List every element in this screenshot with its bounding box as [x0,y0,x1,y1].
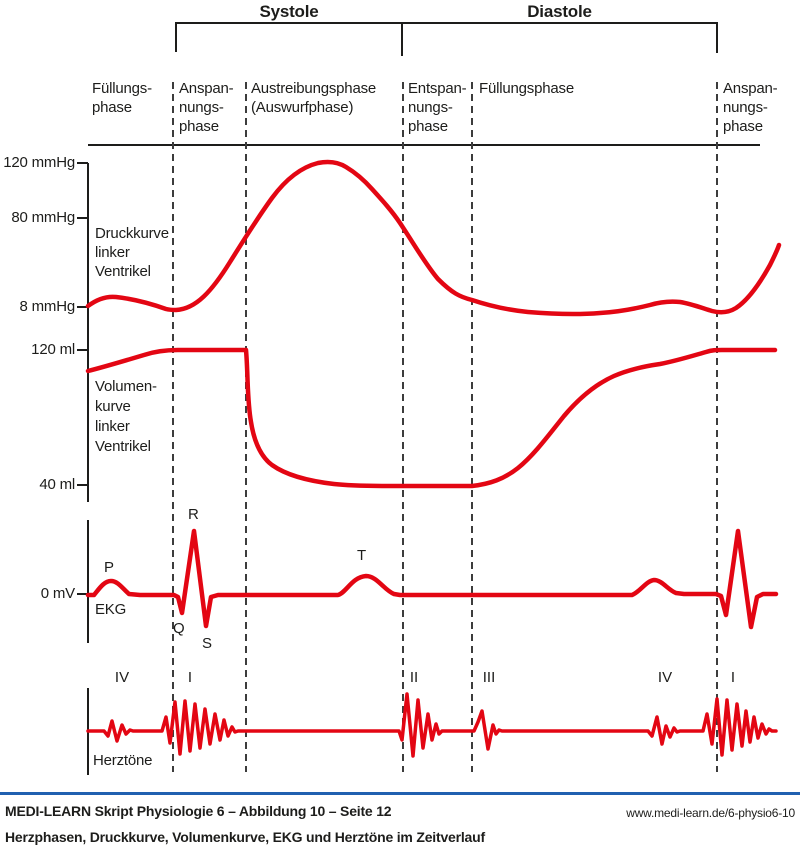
ekg-q-wave-label: Q [173,620,185,637]
heart-sound-iv-label-2: IV [657,669,673,686]
pressure-tick-120mmhg: 120 mmHg [3,154,75,171]
ekg-r-wave-label: R [188,506,199,523]
footer-caption-text: Herzphasen, Druckkurve, Volumenkurve, EK… [5,829,485,845]
ekg-tick-0mv: 0 mV [40,585,75,602]
footer-divider-line [0,792,800,795]
ekg-curve [85,528,779,630]
phase-boundary-dashed-lines [172,82,718,772]
systole-diastole-bracket [175,22,718,56]
ekg-curve-label: EKG [95,601,127,618]
phase-label-fuellungsphase-2: Füllungsphase [479,80,574,97]
pressure-curve [85,159,782,317]
phase-label-austreibungsphase: Austreibungsphase (Auswurfphase) [251,80,377,116]
phase-label-anspannungsphase-2: Anspan- nungs- phase [723,80,778,135]
footer-source-text: MEDI-LEARN Skript Physiologie 6 – Abbild… [5,803,392,819]
volume-tick-120ml: 120 ml [31,341,75,358]
pressure-curve-label: Druckkurve linker Ventrikel [95,225,169,280]
ekg-p-wave-label: P [104,559,115,576]
heart-sound-ii-label: II [409,669,419,686]
heart-sound-i-label-1: I [187,669,193,686]
heart-sounds-curve [86,692,778,758]
volume-curve-label: Volumen- kurve linker Ventrikel [95,378,157,455]
ekg-s-wave-label: S [202,635,213,652]
volume-tick-40ml: 40 ml [39,476,75,493]
heart-sounds-curve-label: Herztöne [93,752,153,769]
pressure-tick-80mmhg: 80 mmHg [11,209,75,226]
heart-sound-i-label-2: I [730,669,736,686]
phase-label-anspannungsphase-1: Anspan- nungs- phase [179,80,234,135]
diastole-title: Diastole [527,2,592,21]
y-axes [77,162,89,775]
pressure-tick-8mmhg: 8 mmHg [19,298,76,315]
footer-url-text: www.medi-learn.de/6-physio6-10 [626,806,795,820]
phase-label-fuellungsphase-1: Füllungs- phase [92,80,152,116]
phase-label-entspannungsphase: Entspan- nungs- phase [408,80,467,135]
heart-sound-iv-label-1: IV [114,669,130,686]
systole-title: Systole [259,2,319,21]
volume-curve [85,347,778,489]
heart-sound-iii-label: III [482,669,496,686]
ekg-t-wave-label: T [357,547,367,564]
